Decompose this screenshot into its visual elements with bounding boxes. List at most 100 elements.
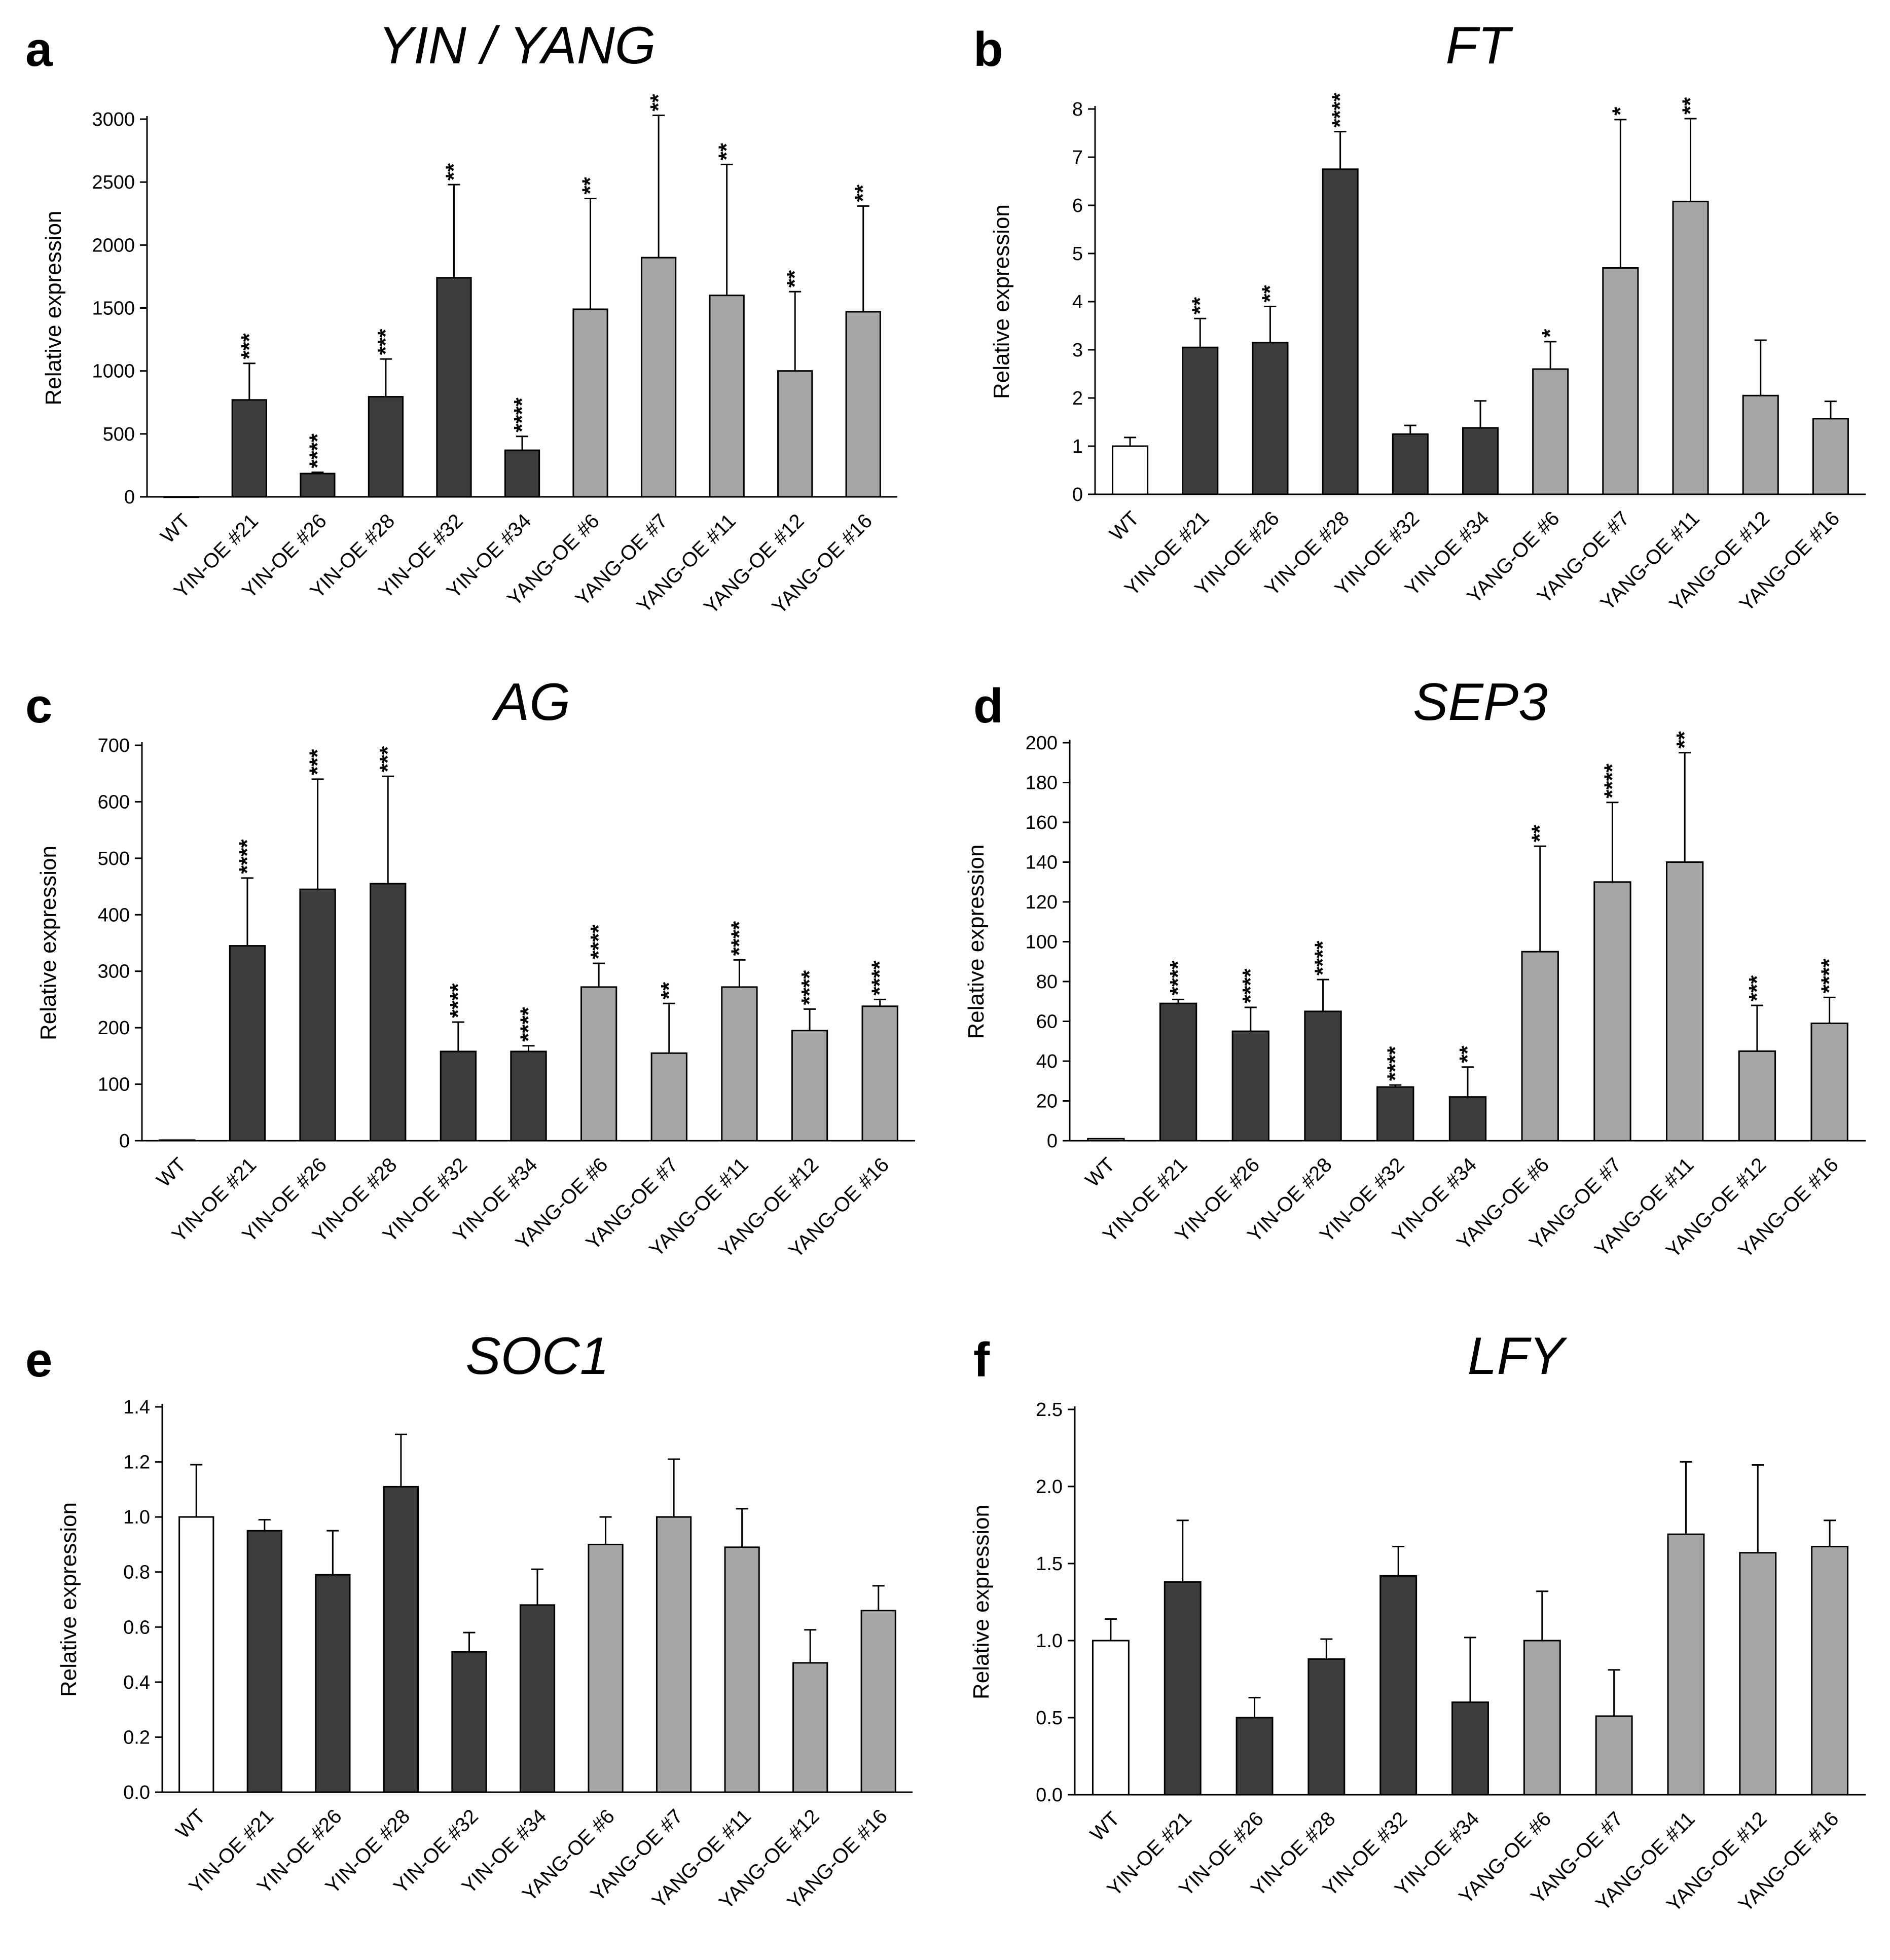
y-tick-label: 1500 bbox=[92, 298, 135, 319]
y-axis-title: Relative expression bbox=[56, 1502, 81, 1697]
bar-yang bbox=[1593, 881, 1631, 1142]
bar-yang bbox=[724, 1546, 760, 1793]
panel-letter: a bbox=[25, 22, 53, 77]
significance-label: ** bbox=[1455, 1045, 1480, 1063]
bar-yang bbox=[709, 295, 745, 498]
y-tick-label: 700 bbox=[98, 735, 130, 756]
y-tick-label: 600 bbox=[98, 791, 130, 813]
y-tick-label: 0.0 bbox=[1036, 1785, 1063, 1806]
bar-yang bbox=[845, 311, 881, 498]
y-axis-title: Relative expression bbox=[41, 211, 66, 406]
panel-letter: e bbox=[25, 1333, 52, 1387]
bar-yin bbox=[436, 277, 472, 498]
bar-yin bbox=[246, 1530, 282, 1793]
panel-d: d SEP3 0 20 40 60 80 100 120 140 160 180 200 Relati… bbox=[964, 673, 1866, 1262]
y-tick-label: 500 bbox=[98, 848, 130, 869]
y-tick-label: 1.2 bbox=[123, 1452, 150, 1473]
y-tick-label: 3000 bbox=[92, 109, 135, 130]
significance-label: ** bbox=[782, 270, 807, 287]
bar-yin bbox=[510, 1050, 547, 1142]
bar-yang bbox=[860, 1610, 896, 1793]
y-tick-label: 20 bbox=[1036, 1091, 1058, 1112]
bar-yin bbox=[1164, 1581, 1202, 1796]
y-axis-title: Relative expression bbox=[969, 1505, 994, 1699]
chart-title: AG bbox=[491, 673, 570, 732]
y-tick-label: 200 bbox=[1026, 733, 1058, 754]
bar-yang bbox=[861, 1005, 898, 1142]
x-tick-label: WT bbox=[1081, 1153, 1119, 1191]
y-tick-label: 2000 bbox=[92, 235, 135, 256]
bar-yin bbox=[300, 473, 336, 498]
x-tick-label: WT bbox=[153, 1153, 191, 1191]
bar-yang bbox=[656, 1516, 692, 1793]
y-tick-label: 120 bbox=[1026, 892, 1058, 913]
significance-label: * bbox=[1538, 329, 1562, 338]
significance-label: *** bbox=[375, 746, 400, 772]
panel-e: e SOC1 0.0 0.2 0.4 0.6 0.8 1.0 1.2 1.4 Relative … bbox=[25, 1327, 913, 1914]
chart-title: FT bbox=[1445, 16, 1513, 75]
y-tick-label: 0.8 bbox=[123, 1562, 150, 1583]
y-tick-label: 0 bbox=[1072, 484, 1083, 505]
y-tick-label: 1.0 bbox=[123, 1507, 150, 1528]
y-tick-label: 5 bbox=[1072, 243, 1083, 265]
bar-yin bbox=[1379, 1575, 1417, 1796]
bar-yang bbox=[1810, 1022, 1848, 1142]
significance-label: ** bbox=[578, 176, 603, 194]
y-tick-label: 2.0 bbox=[1036, 1476, 1063, 1498]
bar-yang bbox=[1523, 1640, 1561, 1796]
panel-letter: c bbox=[25, 679, 52, 733]
y-tick-label: 1 bbox=[1072, 436, 1083, 457]
bar-yang bbox=[791, 1030, 828, 1142]
bar-wt bbox=[1112, 445, 1149, 495]
significance-label: **** bbox=[510, 397, 534, 432]
y-tick-label: 2 bbox=[1072, 388, 1083, 409]
bar-yin bbox=[229, 945, 266, 1142]
bar-yin bbox=[315, 1574, 351, 1793]
panel-letter: d bbox=[973, 679, 1003, 733]
significance-label: **** bbox=[867, 960, 892, 995]
y-tick-label: 2.5 bbox=[1036, 1399, 1063, 1421]
x-tick-label: WT bbox=[1105, 507, 1143, 545]
x-tick-label: WT bbox=[1086, 1807, 1124, 1845]
x-tick-label: WT bbox=[157, 510, 195, 548]
bar-wt bbox=[1092, 1640, 1130, 1796]
bar-yang bbox=[792, 1662, 828, 1793]
bar-yin bbox=[1392, 433, 1429, 495]
significance-label: **** bbox=[1328, 92, 1353, 127]
significance-label: **** bbox=[446, 983, 470, 1018]
bar-yang bbox=[1738, 1050, 1776, 1142]
significance-label: ** bbox=[1672, 731, 1697, 749]
bar-yang bbox=[1602, 267, 1639, 495]
bar-yin bbox=[383, 1485, 419, 1793]
y-tick-label: 400 bbox=[98, 904, 130, 926]
bar-yin bbox=[370, 883, 407, 1142]
bar-yang bbox=[1521, 951, 1559, 1142]
significance-label: **** bbox=[1166, 960, 1190, 995]
y-tick-label: 0.6 bbox=[123, 1617, 150, 1638]
significance-label: *** bbox=[305, 749, 330, 775]
bar-yang bbox=[1532, 368, 1569, 495]
y-tick-label: 0.5 bbox=[1036, 1708, 1063, 1729]
bar-yin bbox=[1448, 1096, 1487, 1142]
y-axis-title: Relative expression bbox=[989, 204, 1014, 399]
bar-yang bbox=[650, 1052, 687, 1142]
bar-yin bbox=[1159, 1002, 1197, 1142]
y-tick-label: 0.4 bbox=[123, 1672, 150, 1693]
bar-yang bbox=[1595, 1715, 1633, 1796]
bar-wt bbox=[178, 1516, 214, 1793]
significance-label: *** bbox=[1744, 975, 1769, 1001]
y-axis-title: Relative expression bbox=[964, 845, 989, 1039]
y-tick-label: 160 bbox=[1026, 812, 1058, 833]
significance-label: ** bbox=[1257, 284, 1282, 302]
bar-yin bbox=[1451, 1701, 1489, 1796]
bar-yang bbox=[721, 986, 758, 1142]
significance-label: **** bbox=[1383, 1046, 1407, 1081]
panel-letter: f bbox=[973, 1333, 990, 1387]
y-tick-label: 0 bbox=[119, 1131, 130, 1152]
bar-yin bbox=[231, 399, 267, 498]
bar-yin bbox=[1462, 427, 1499, 495]
significance-label: * bbox=[1608, 106, 1632, 116]
significance-label: **** bbox=[235, 839, 260, 874]
bar-yin bbox=[519, 1604, 556, 1793]
bar-yin bbox=[1307, 1658, 1346, 1796]
